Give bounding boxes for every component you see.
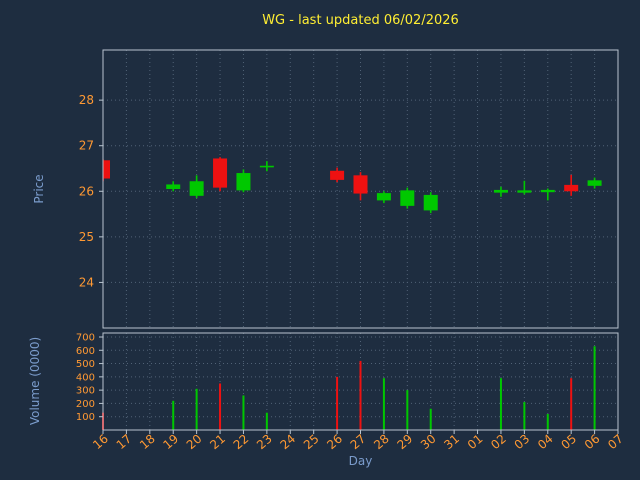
candles (103, 157, 602, 214)
candle-body (103, 160, 110, 179)
x-tick-label: 19 (160, 432, 181, 453)
price-tick-label: 26 (79, 184, 94, 198)
price-tick-label: 25 (79, 230, 94, 244)
candle-body (423, 194, 438, 211)
candle-body (259, 165, 274, 168)
candle-body (189, 181, 204, 196)
x-tick-label: 31 (441, 432, 462, 453)
volume-tick-label: 100 (76, 412, 95, 423)
x-tick-label: 23 (254, 432, 275, 453)
candle-body (353, 175, 368, 194)
price-tick-label: 28 (79, 93, 94, 107)
chart-title: WG - last updated 06/02/2026 (262, 13, 459, 28)
volume-tick-label: 500 (76, 359, 95, 370)
volume-tick-label: 400 (76, 372, 95, 383)
x-tick-label: 17 (114, 432, 135, 453)
volume-bars (102, 346, 596, 430)
x-tick-label: 30 (418, 432, 439, 453)
price-tick-label: 24 (79, 275, 94, 289)
x-axis-label: Day (348, 454, 373, 468)
x-tick-label: 05 (558, 432, 579, 453)
x-tick-label: 21 (207, 432, 228, 453)
x-tick-label: 25 (301, 432, 322, 453)
x-tick-label: 07 (605, 432, 626, 453)
candle-body (587, 180, 602, 186)
candle-body (493, 189, 508, 193)
candle-body (236, 173, 251, 191)
x-tick-label: 06 (582, 432, 603, 453)
x-tick-label: 24 (277, 432, 298, 453)
candle-body (213, 158, 228, 188)
x-tick-label: 01 (465, 432, 486, 453)
x-tick-label: 16 (90, 432, 111, 453)
candle-body (400, 190, 415, 206)
price-panel-border (102, 49, 619, 329)
x-tick-label: 20 (184, 432, 205, 453)
axis-ticks (99, 99, 619, 434)
x-tick-label: 03 (512, 432, 533, 453)
x-tick-label: 22 (231, 432, 252, 453)
x-tick-label: 02 (488, 432, 509, 453)
candle-body (330, 170, 345, 180)
x-tick-label: 26 (324, 432, 345, 453)
x-tick-label: 04 (535, 432, 556, 453)
volume-tick-label: 200 (76, 399, 95, 410)
x-tick-label: 27 (348, 432, 369, 453)
candle-body (517, 190, 532, 193)
x-tick-label: 29 (395, 432, 416, 453)
volume-tick-label: 600 (76, 346, 95, 357)
candle-body (376, 193, 391, 201)
volume-tick-label: 300 (76, 386, 95, 397)
candle-body (564, 184, 579, 192)
price-tick-label: 27 (79, 139, 94, 153)
candle-body (166, 184, 181, 189)
x-tick-label: 18 (137, 432, 158, 453)
volume-tick-label: 700 (76, 332, 95, 343)
x-tick-label: 28 (371, 432, 392, 453)
candle-body (540, 189, 555, 193)
